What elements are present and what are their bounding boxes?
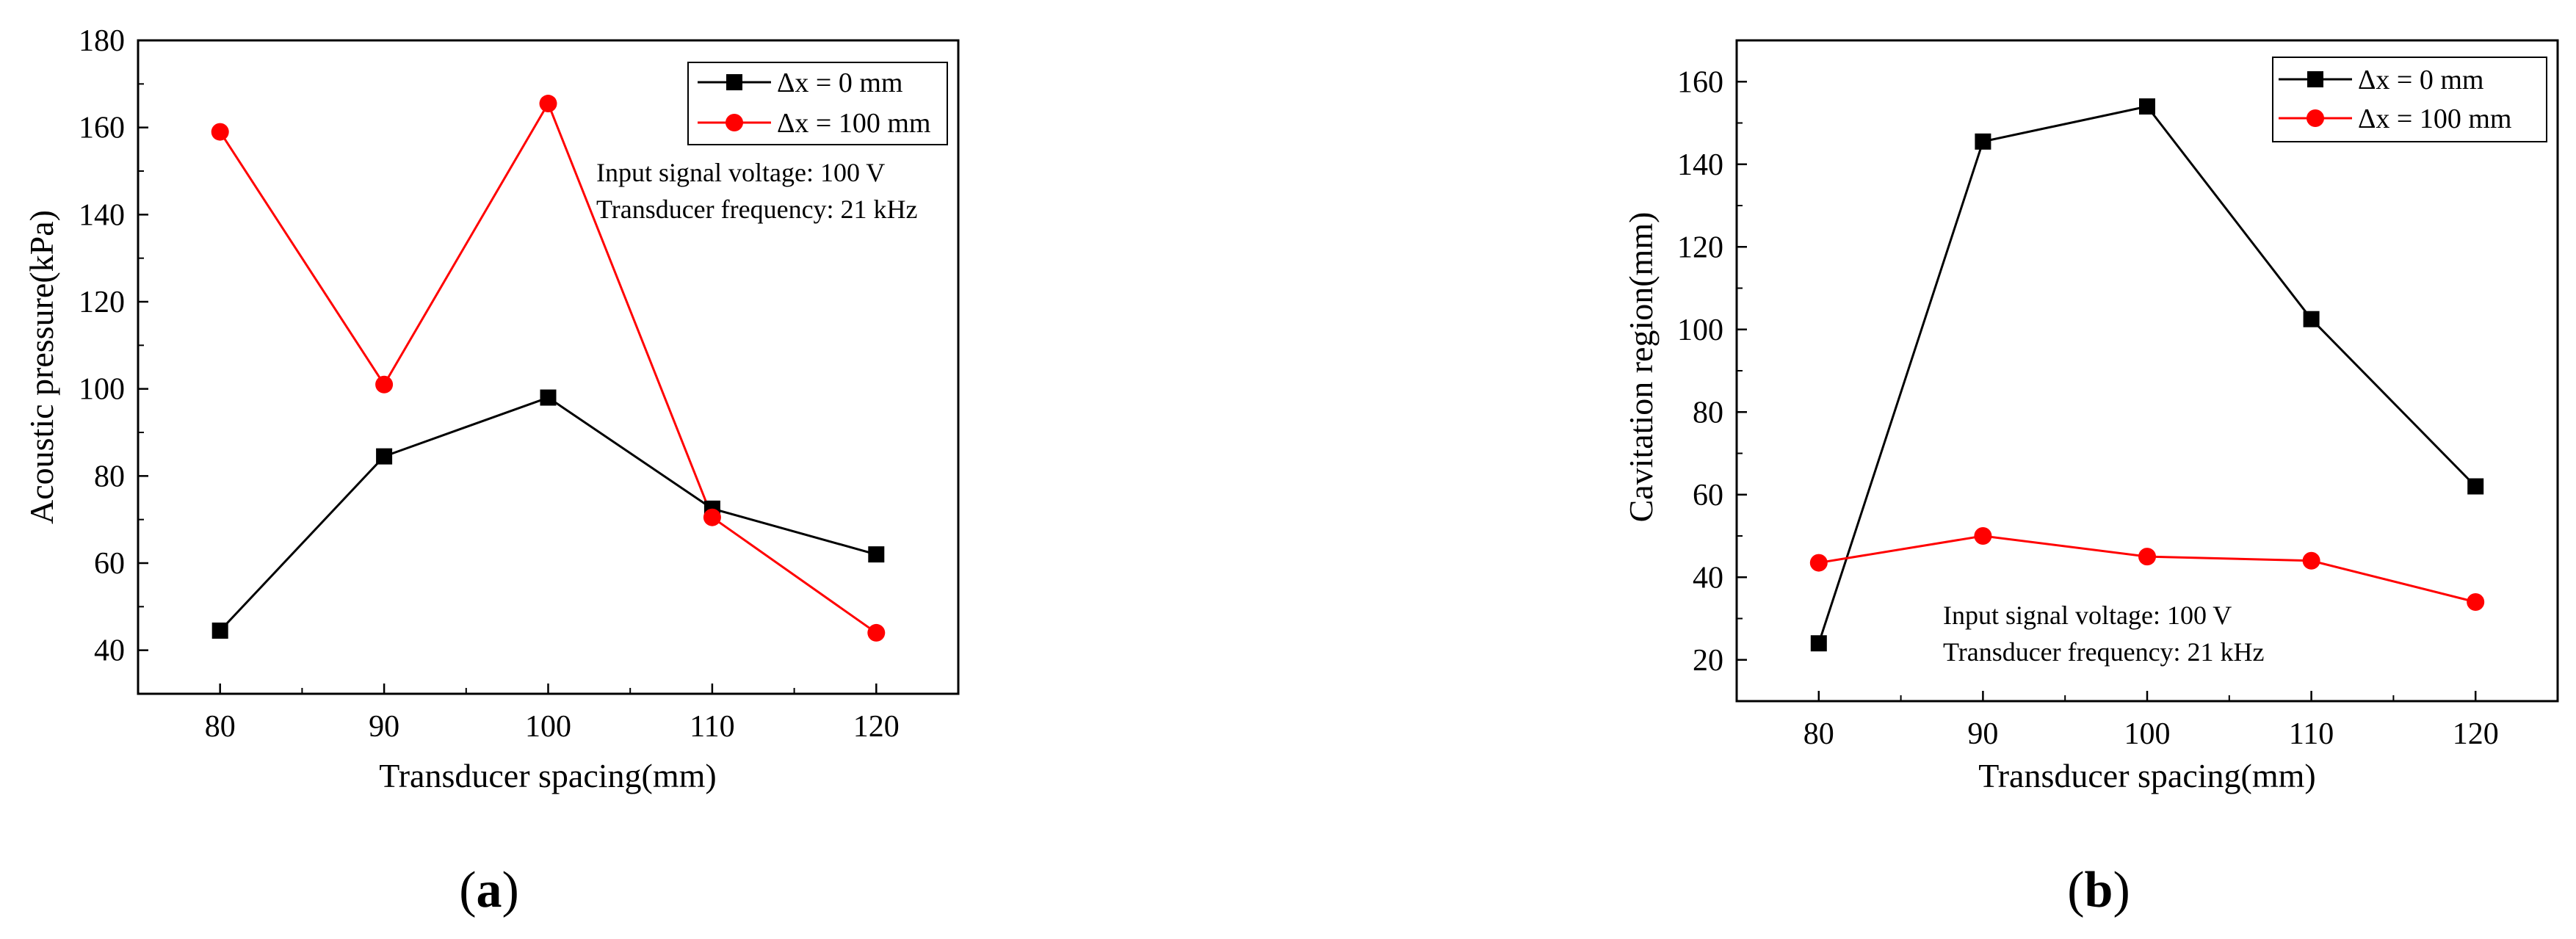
legend: Δx = 0 mm Δx = 100 mm xyxy=(687,62,948,145)
data-point-series-0 xyxy=(2467,478,2484,495)
y-tick-label: 100 xyxy=(79,373,125,407)
y-tick-label: 40 xyxy=(94,634,125,668)
y-axis-ticks: 40 60 80 100 120 140 160 180 xyxy=(79,24,148,668)
y-axis-title: Acoustic pressure(kPa) xyxy=(23,210,60,524)
y-tick-label: 60 xyxy=(94,547,125,581)
y-tick-label: 100 xyxy=(1677,313,1723,347)
x-tick-label: 80 xyxy=(1803,717,1834,751)
data-point-series-1 xyxy=(2467,593,2485,611)
legend-marker-series-0 xyxy=(726,74,742,90)
y-axis-ticks: 20 40 60 80 100 120 140 160 xyxy=(1677,65,1747,678)
data-point-series-0 xyxy=(2303,311,2320,327)
legend: Δx = 0 mm Δx = 100 mm xyxy=(2272,57,2547,142)
data-point-series-0 xyxy=(211,622,228,639)
annotation-frequency: Transducer frequency: 21 kHz xyxy=(1943,637,2265,667)
legend-label-series-0: Δx = 0 mm xyxy=(777,68,902,98)
legend-label-series-1: Δx = 100 mm xyxy=(2358,104,2511,134)
x-tick-label: 100 xyxy=(525,710,571,744)
data-point-series-1 xyxy=(211,123,229,141)
annotation-frequency: Transducer frequency: 21 kHz xyxy=(596,195,918,224)
data-point-series-1 xyxy=(539,95,557,113)
legend-label-series-0: Δx = 0 mm xyxy=(2358,65,2483,95)
x-tick-label: 90 xyxy=(1967,717,1998,751)
x-axis-title: Transducer spacing(mm) xyxy=(379,757,716,794)
y-tick-label: 140 xyxy=(1677,148,1723,182)
series-markers xyxy=(1809,98,2485,652)
y-tick-label: 20 xyxy=(1693,644,1723,678)
y-axis-title: Cavitation region(mm) xyxy=(1622,212,1660,523)
y-tick-label: 80 xyxy=(94,460,125,493)
y-tick-label: 160 xyxy=(79,112,125,145)
series-line-1 xyxy=(1818,534,2476,603)
y-tick-label: 120 xyxy=(1677,231,1723,264)
data-point-series-1 xyxy=(703,508,721,526)
legend-marker-series-1 xyxy=(2307,109,2324,127)
legend-label-series-1: Δx = 100 mm xyxy=(777,108,930,139)
annotation-voltage: Input signal voltage: 100 V xyxy=(596,158,885,187)
y-tick-label: 80 xyxy=(1693,396,1723,429)
chart-panel-a: 40 60 80 100 120 140 160 180 80 90 100 110 120 Tran… xyxy=(23,24,960,918)
y-tick-label: 40 xyxy=(1693,561,1723,595)
data-point-series-0 xyxy=(540,389,557,406)
data-point-series-1 xyxy=(1974,527,1992,545)
data-point-series-0 xyxy=(2139,98,2155,115)
chart-panel-b: 20 40 60 80 100 120 140 160 80 90 100 110 120 Trans… xyxy=(1622,39,2559,918)
data-point-series-1 xyxy=(867,623,886,642)
x-axis-title: Transducer spacing(mm) xyxy=(1978,757,2315,794)
x-tick-label: 110 xyxy=(2289,717,2334,751)
y-tick-label: 160 xyxy=(1677,65,1723,99)
data-point-series-1 xyxy=(1809,554,1828,572)
data-point-series-1 xyxy=(2302,551,2320,570)
series-markers xyxy=(211,95,886,642)
x-tick-label: 90 xyxy=(369,710,399,744)
data-point-series-0 xyxy=(376,448,393,465)
x-axis-ticks: 80 90 100 110 120 xyxy=(205,684,900,744)
data-point-series-0 xyxy=(1975,133,1991,150)
panel-label-a-letter: a xyxy=(477,862,502,918)
data-point-series-0 xyxy=(1810,635,1827,652)
data-point-series-1 xyxy=(2138,548,2156,566)
series-line-0 xyxy=(219,396,877,631)
panel-label-b: (b) xyxy=(2067,862,2130,918)
data-point-series-0 xyxy=(868,546,885,563)
y-tick-label: 60 xyxy=(1693,479,1723,512)
x-tick-label: 120 xyxy=(853,710,900,744)
x-axis-ticks: 80 90 100 110 120 xyxy=(1803,691,2499,751)
x-tick-label: 120 xyxy=(2453,717,2499,751)
annotation-voltage: Input signal voltage: 100 V xyxy=(1943,601,2232,630)
legend-marker-series-1 xyxy=(726,114,743,131)
panel-label-b-letter: b xyxy=(2085,862,2113,918)
data-point-series-1 xyxy=(375,375,394,394)
x-tick-label: 110 xyxy=(690,710,734,744)
panel-label-a: (a) xyxy=(459,862,519,918)
x-tick-label: 80 xyxy=(205,710,236,744)
y-tick-label: 180 xyxy=(79,24,125,58)
legend-marker-series-0 xyxy=(2307,71,2323,87)
y-tick-label: 140 xyxy=(79,198,125,232)
x-tick-label: 100 xyxy=(2124,717,2171,751)
y-tick-label: 120 xyxy=(79,286,125,319)
